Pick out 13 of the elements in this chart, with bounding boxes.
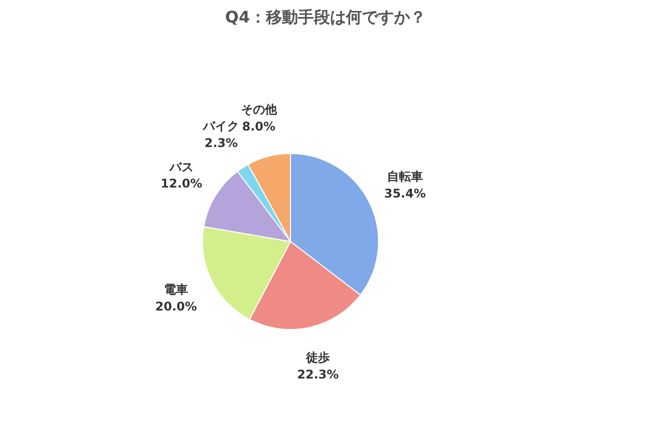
slice-label: バス (168, 160, 194, 174)
slice-label: 自転車 (386, 170, 423, 184)
data-label: 12.0% (160, 176, 202, 191)
data-label: 20.0% (155, 299, 197, 314)
chart-title: Q4：移動手段は何ですか？ (225, 8, 426, 26)
slice-label: その他 (240, 102, 278, 117)
data-label: 35.4% (384, 186, 426, 200)
slice-label: バイク (202, 119, 240, 134)
data-label: 8.0% (242, 119, 276, 134)
slice-label: 電車 (164, 282, 188, 297)
slice-label: 徒歩 (304, 350, 330, 365)
data-label: 2.3% (204, 136, 238, 150)
data-label: 22.3% (297, 368, 339, 382)
